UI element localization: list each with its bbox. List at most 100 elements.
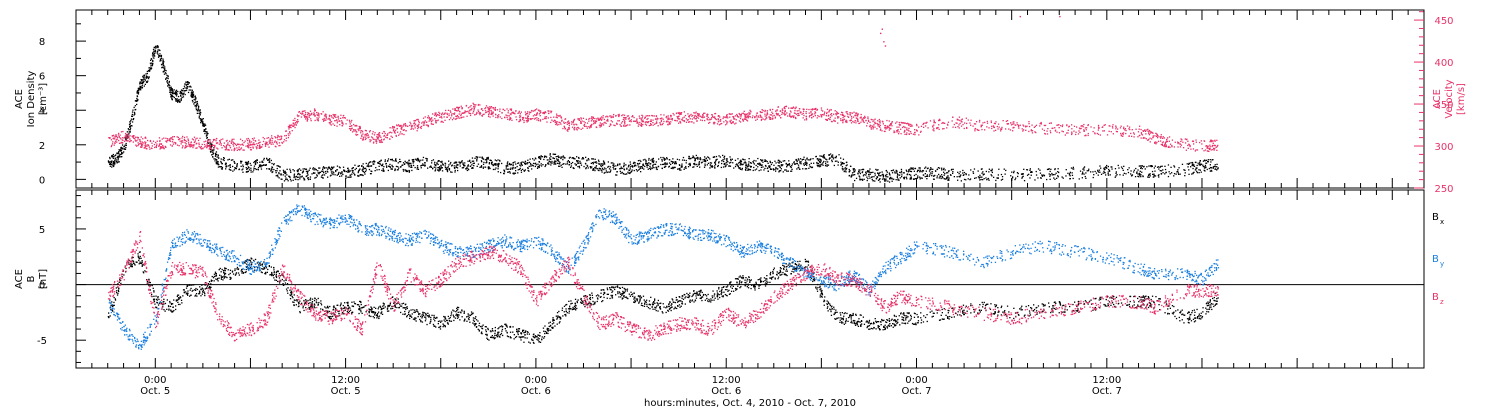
ion-density-series-point bbox=[138, 87, 141, 89]
velocity-series-point bbox=[553, 116, 555, 118]
ion-density-series-point bbox=[629, 163, 632, 165]
ion-density-series-point bbox=[1115, 175, 1117, 177]
ion-density-series-point bbox=[530, 164, 532, 166]
velocity-series-point bbox=[401, 127, 403, 129]
ion-density-series-point bbox=[327, 168, 329, 170]
velocity-series-point bbox=[264, 144, 267, 146]
ion-density-series-point bbox=[622, 172, 624, 175]
velocity-series-point bbox=[577, 126, 579, 129]
ion-density-series-point bbox=[539, 164, 541, 166]
ion-density-series-point bbox=[879, 178, 881, 180]
velocity-series-point bbox=[395, 134, 397, 137]
ion-density-series-point bbox=[1190, 166, 1192, 168]
velocity-series-point bbox=[719, 120, 721, 122]
velocity-series-point bbox=[333, 115, 335, 117]
ion-density-series-point bbox=[198, 105, 200, 108]
ion-density-series-point bbox=[327, 171, 329, 173]
ion-density-series-point bbox=[454, 161, 457, 163]
velocity-series-point bbox=[563, 121, 565, 123]
ion-density-series-point bbox=[513, 173, 515, 175]
ion-density-series-point bbox=[129, 123, 131, 125]
ion-density-series-point bbox=[748, 163, 750, 165]
velocity-series-point bbox=[576, 127, 578, 129]
velocity-series-point bbox=[118, 136, 120, 138]
ion-density-series-point bbox=[277, 176, 279, 178]
ion-density-series-point bbox=[377, 161, 379, 164]
ion-density-series-point bbox=[705, 157, 707, 159]
ion-density-series-point bbox=[322, 166, 325, 168]
ion-density-series-point bbox=[278, 173, 280, 175]
ion-density-series-point bbox=[1097, 170, 1099, 172]
ion-density-series-point bbox=[213, 158, 215, 160]
ion-density-series-point bbox=[506, 162, 508, 164]
velocity-series-point bbox=[423, 121, 425, 123]
ion-density-series-point bbox=[1122, 169, 1124, 171]
ion-density-series-point bbox=[391, 164, 393, 166]
ion-density-series-point bbox=[318, 172, 320, 174]
velocity-series-point bbox=[726, 116, 728, 118]
ion-density-series-point bbox=[708, 157, 710, 159]
velocity-series-point bbox=[444, 112, 446, 114]
velocity-series-point bbox=[279, 138, 281, 141]
ion-density-series-point bbox=[400, 161, 402, 163]
ion-density-series-point bbox=[1055, 172, 1057, 174]
ion-density-series-point bbox=[789, 164, 791, 166]
velocity-series-point bbox=[490, 113, 492, 115]
ion-density-series-point bbox=[484, 166, 487, 168]
ion-density-series-point bbox=[694, 157, 696, 160]
ion-density-series-point bbox=[769, 168, 772, 170]
velocity-series-point bbox=[128, 135, 130, 138]
ion-density-series-point bbox=[406, 170, 408, 172]
ion-density-series-point bbox=[841, 166, 844, 168]
ion-density-series-point bbox=[1216, 166, 1218, 168]
ion-density-series-point bbox=[140, 82, 142, 84]
ion-density-series-point bbox=[844, 170, 846, 172]
ion-density-series-point bbox=[950, 169, 953, 171]
ion-density-series-point bbox=[124, 144, 126, 146]
velocity-series-point bbox=[671, 117, 673, 120]
ion-density-series-point bbox=[196, 101, 198, 103]
ion-density-series-point bbox=[412, 164, 415, 167]
ion-density-series-point bbox=[612, 164, 614, 166]
velocity-series-point bbox=[426, 124, 429, 126]
ion-density-series-point bbox=[486, 160, 488, 162]
velocity-tick-label: 450 bbox=[1434, 16, 1453, 27]
velocity-series-point bbox=[127, 133, 129, 135]
velocity-series-point bbox=[724, 116, 726, 118]
velocity-series-point bbox=[355, 129, 357, 131]
velocity-series-point bbox=[312, 114, 315, 116]
velocity-series-point bbox=[641, 121, 644, 123]
ion-density-series-point bbox=[871, 176, 873, 178]
ion-density-series-point bbox=[245, 162, 248, 164]
ion-density-series-point bbox=[896, 172, 898, 174]
ion-density-series-point bbox=[679, 167, 681, 170]
velocity-series-point bbox=[494, 109, 496, 111]
ion-density-series-point bbox=[157, 56, 160, 58]
velocity-series-point bbox=[318, 113, 320, 115]
velocity-series-point bbox=[296, 120, 298, 123]
velocity-series-point bbox=[563, 125, 565, 127]
velocity-series-point bbox=[680, 122, 682, 124]
ion-density-series-point bbox=[608, 168, 611, 170]
velocity-series-point bbox=[519, 116, 521, 119]
ion-density-series-point bbox=[1110, 166, 1112, 168]
velocity-series-point bbox=[306, 117, 308, 119]
ion-density-series-point bbox=[997, 174, 999, 176]
velocity-series-point bbox=[706, 115, 708, 117]
ion-density-series-point bbox=[551, 160, 553, 163]
ion-density-series-point bbox=[301, 172, 304, 174]
velocity-series-point bbox=[441, 120, 443, 123]
ion-density-series-point bbox=[250, 167, 252, 169]
ion-density-series-point bbox=[427, 167, 429, 169]
ion-density-series-point bbox=[1206, 168, 1208, 171]
velocity-series-point bbox=[392, 130, 395, 132]
velocity-series-point bbox=[604, 121, 606, 123]
ion-density-series-point bbox=[194, 105, 196, 107]
ion-density-series-point bbox=[778, 165, 780, 167]
ion-density-series-point bbox=[348, 169, 350, 171]
velocity-series-point bbox=[437, 114, 439, 116]
ion-density-series-point bbox=[424, 162, 426, 164]
ion-density-series-point bbox=[926, 178, 928, 180]
ion-density-series-point bbox=[492, 164, 494, 166]
ion-density-series-point bbox=[385, 165, 388, 167]
